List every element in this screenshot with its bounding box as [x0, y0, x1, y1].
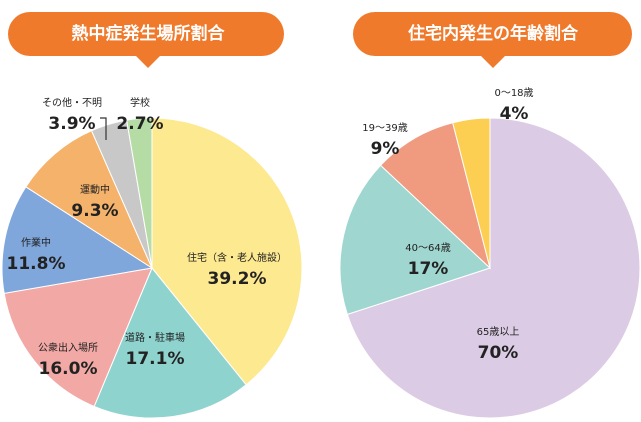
chart-title: 住宅内発生の年齢割合 [408, 23, 579, 44]
pie-slice [3, 267, 153, 408]
slice-value: 11.8% [7, 254, 66, 274]
slice-name: 作業中 [21, 236, 51, 249]
leader-line [100, 117, 107, 140]
title-banner [353, 12, 632, 68]
slice-value: 70% [478, 343, 519, 363]
slice-value: 39.2% [208, 269, 267, 289]
slice-value: 2.7% [116, 114, 163, 134]
slice-value: 17.1% [126, 349, 185, 369]
slice-name: 運動中 [80, 183, 110, 196]
slice-value: 3.9% [48, 114, 95, 134]
pie-slice [93, 267, 247, 419]
slice-value: 9.3% [71, 201, 118, 221]
title-banner [8, 12, 284, 68]
slice-name: その他・不明 [42, 96, 102, 109]
slice-name: 65歳以上 [477, 326, 520, 338]
pie-slice [126, 117, 153, 269]
pie-slice [25, 130, 154, 270]
slice-name: 19〜39歳 [362, 122, 407, 134]
slice-name: 道路・駐車場 [125, 331, 185, 344]
slice-value: 9% [371, 139, 400, 159]
slice-value: 4% [500, 104, 529, 124]
pie-slice [346, 117, 641, 419]
pie-slice [339, 164, 491, 315]
slice-name: 住宅（含・老人施設） [187, 251, 287, 264]
slice-value: 16.0% [39, 359, 98, 379]
pie-slice [452, 117, 491, 269]
slice-name: 学校 [130, 96, 150, 109]
chart-title: 熱中症発生場所割合 [72, 23, 226, 44]
slice-name: 0〜18歳 [494, 87, 533, 99]
slice-value: 17% [408, 259, 449, 279]
pie-slice [151, 117, 303, 386]
slice-name: 公衆出入場所 [38, 341, 98, 354]
slice-name: 40〜64歳 [405, 242, 450, 254]
pie-slice [1, 186, 154, 294]
pie-slice [379, 122, 491, 270]
